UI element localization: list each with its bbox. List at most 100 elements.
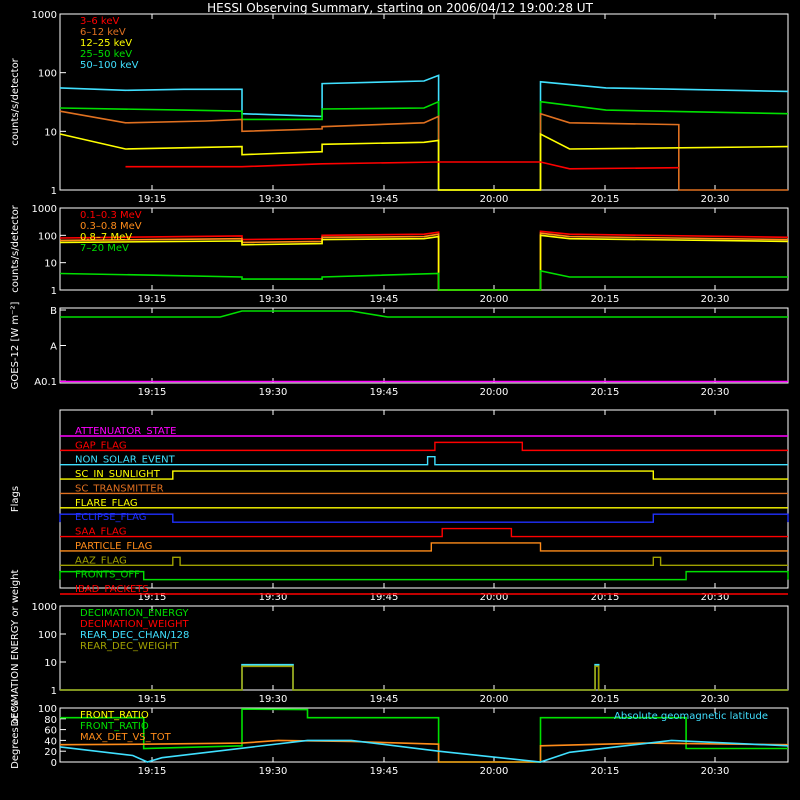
y-tick-label: 60 xyxy=(44,726,57,737)
y-tick-label: 1 xyxy=(51,686,57,697)
x-tick-label: 20:00 xyxy=(480,694,509,705)
x-tick-label: 20:00 xyxy=(480,194,509,205)
flag-line-aaz-flag xyxy=(60,556,788,566)
y-tick-label: 40 xyxy=(44,736,57,747)
panel3-ylabel: GOES-12 [W m⁻²] xyxy=(10,302,21,390)
y-tick-label: 20 xyxy=(44,747,57,758)
y-tick-label: 1000 xyxy=(32,602,57,613)
legend-entry: REAR_DEC_CHAN/128 xyxy=(80,630,189,641)
x-tick-label: 20:30 xyxy=(701,294,730,305)
x-tick-label: 19:45 xyxy=(370,294,399,305)
y-tick-label: 1000 xyxy=(32,10,57,21)
x-tick-label: 20:00 xyxy=(480,387,509,398)
x-tick-label: 19:15 xyxy=(138,766,167,777)
x-tick-label: 20:15 xyxy=(591,694,620,705)
x-tick-label: 20:15 xyxy=(591,766,620,777)
panel1-frame xyxy=(59,13,789,191)
flag-line-particle-flag xyxy=(60,542,788,552)
x-tick-label: 19:30 xyxy=(259,766,288,777)
y-tick-label: 10 xyxy=(44,127,57,138)
x-tick-label: 19:30 xyxy=(259,694,288,705)
panel1-series-25-50-kev xyxy=(59,100,789,191)
x-tick-label: 19:45 xyxy=(370,694,399,705)
flag-line-eclipse-flag xyxy=(59,513,789,523)
y-tick-label: 100 xyxy=(38,69,57,80)
panel1-series-50-100-kev xyxy=(59,74,789,191)
x-tick-label: 20:00 xyxy=(480,766,509,777)
legend-entry: 0.3–0.8 MeV xyxy=(80,221,142,232)
x-tick-label: 20:30 xyxy=(701,592,730,603)
panel4-panel: 19:15 19:30 19:45 20:00 20:15 20:30 Flags ATTEN… xyxy=(10,409,789,603)
flag-label: ECLIPSE_FLAG xyxy=(75,512,146,523)
panel2-series-7-20-mev xyxy=(59,269,788,291)
x-tick-label: 19:45 xyxy=(370,387,399,398)
legend-entry: DECIMATION_ENERGY xyxy=(80,608,189,619)
legend-entry: FRONT_RATIO xyxy=(80,710,149,721)
y-tick-label: 1 xyxy=(51,286,57,297)
chart-title: HESSI Observing Summary, starting on 200… xyxy=(207,1,593,15)
x-tick-label: 20:15 xyxy=(591,387,620,398)
flag-label: SC_IN_SUNLIGHT xyxy=(75,469,161,480)
x-tick-label: 19:15 xyxy=(138,694,167,705)
flag-label: ATTENUATOR_STATE xyxy=(75,426,176,437)
panel2-panel: 19:15 19:30 19:45 20:00 20:15 20:30 counts/s/d… xyxy=(10,204,789,305)
panel6-frame xyxy=(59,707,789,763)
x-tick-label: 20:00 xyxy=(480,592,509,603)
y-tick-label: 1000 xyxy=(32,204,57,215)
x-tick-label: 20:15 xyxy=(591,294,620,305)
legend-entry: 0.8–7 MeV xyxy=(80,232,132,243)
x-tick-label: 19:15 xyxy=(138,387,167,398)
y-tick-label: 100 xyxy=(38,704,57,715)
x-tick-label: 20:15 xyxy=(591,592,620,603)
panel1-series-3-6-kev xyxy=(125,161,679,170)
panel4-frame xyxy=(59,409,789,589)
panel6-panel: 19:15 19:30 19:45 20:00 20:15 20:30 Degrees or… xyxy=(10,701,789,777)
y-tick-label: A xyxy=(50,342,57,353)
y-tick-label: 80 xyxy=(44,715,57,726)
x-tick-label: 19:45 xyxy=(370,194,399,205)
flag-label: PARTICLE_FLAG xyxy=(75,541,152,552)
legend-entry: 6–12 keV xyxy=(80,27,126,38)
panel1-ylabel: counts/s/detector xyxy=(10,57,21,145)
legend-entry: REAR_DEC_WEIGHT xyxy=(80,641,179,652)
panel3-series-goes-long xyxy=(60,310,788,318)
panel4-ylabel: Flags xyxy=(10,486,21,512)
panel6-series-max-det-vs-tot xyxy=(59,739,789,763)
legend-entry: 25–50 keV xyxy=(80,49,132,60)
panel6-series-front-ratio xyxy=(60,708,788,763)
x-tick-label: 19:15 xyxy=(138,194,167,205)
flag-line-fronts-off xyxy=(59,570,789,581)
x-tick-label: 20:30 xyxy=(701,387,730,398)
flag-label: AAZ_FLAG xyxy=(75,555,127,566)
y-tick-label: A0.1 xyxy=(34,377,57,388)
flag-line-gap-flag xyxy=(60,441,788,452)
panel5-series-rear-dec-weight xyxy=(60,665,788,691)
y-tick-label: 1 xyxy=(51,186,57,197)
x-tick-label: 19:15 xyxy=(138,294,167,305)
legend-entry: 3–6 keV xyxy=(80,16,119,27)
panel2-series-0-8-7-mev xyxy=(59,234,789,291)
y-tick-label: 100 xyxy=(38,231,57,242)
x-tick-label: 19:30 xyxy=(259,194,288,205)
panel6-series-absolute-geomagnetic-latitude xyxy=(59,739,789,763)
x-tick-label: 19:30 xyxy=(259,592,288,603)
legend-entry: 7–20 MeV xyxy=(80,243,129,254)
flag-line-sc-in-sunlight xyxy=(60,470,788,480)
panel5-panel: 19:15 19:30 19:45 20:00 20:15 20:30 DECIMATION… xyxy=(10,569,789,726)
x-tick-label: 20:15 xyxy=(591,194,620,205)
panel3-panel: 19:15 19:30 19:45 20:00 20:15 20:30 GOES-12 [W… xyxy=(10,302,789,398)
x-tick-label: 19:30 xyxy=(259,294,288,305)
panel5-series-rear-dec-chan-128 xyxy=(60,663,788,691)
legend-entry: 12–25 keV xyxy=(80,38,132,49)
panel1-series-6-12-kev xyxy=(59,132,789,191)
x-tick-label: 20:30 xyxy=(701,766,730,777)
y-tick-label: B xyxy=(50,306,57,317)
flag-label: SC_TRANSMITTER xyxy=(75,483,164,494)
annotation-label: Absolute geomagnetic latitude xyxy=(614,711,768,722)
x-tick-label: 19:30 xyxy=(259,387,288,398)
x-tick-label: 19:45 xyxy=(370,766,399,777)
panel2-frame xyxy=(59,207,789,291)
panel6-ylabel: Degrees or % xyxy=(10,701,21,769)
panel1-panel: 19:15 19:30 19:45 20:00 20:15 20:30 counts/s/d… xyxy=(10,10,789,205)
